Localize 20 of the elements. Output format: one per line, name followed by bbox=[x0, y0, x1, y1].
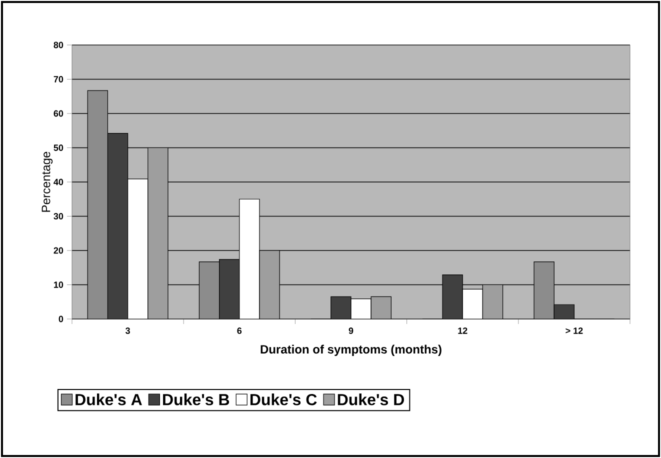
y-tick-label: 0 bbox=[58, 316, 64, 322]
y-tick-label: 70 bbox=[54, 76, 64, 82]
y-tick-label: 20 bbox=[54, 247, 64, 254]
legend-label: Duke's B bbox=[163, 394, 230, 406]
y-tick-label: 50 bbox=[54, 144, 64, 151]
x-tick-label: 9 bbox=[348, 328, 354, 334]
y-tick-label: 30 bbox=[54, 213, 64, 220]
y-tick-label: 10 bbox=[54, 282, 64, 288]
x-tick-label: 12 bbox=[458, 328, 468, 334]
legend-label: Duke's A bbox=[76, 394, 142, 406]
x-axis-title: Duration of symptoms (months) bbox=[260, 344, 442, 356]
x-tick-label: 6 bbox=[237, 328, 242, 334]
x-tick-label: 3 bbox=[126, 328, 130, 334]
y-tick-label: 40 bbox=[54, 178, 64, 186]
legend-label: Duke's C bbox=[250, 394, 317, 406]
y-tick-label: 80 bbox=[54, 42, 64, 48]
x-tick-label: > 12 bbox=[566, 328, 583, 334]
y-tick-label: 60 bbox=[54, 110, 64, 117]
y-axis-title: Percentage bbox=[42, 152, 53, 212]
legend-label: Duke's D bbox=[338, 394, 404, 406]
